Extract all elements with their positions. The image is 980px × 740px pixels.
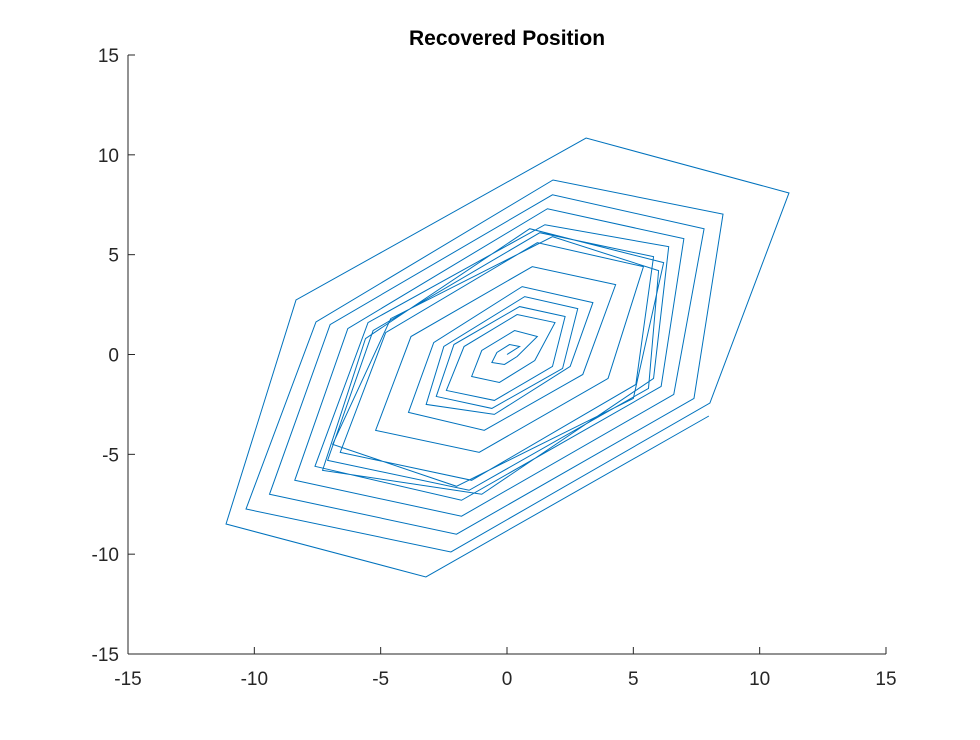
y-tick-label: -15 <box>92 645 119 666</box>
x-tick-label: 10 <box>749 669 770 690</box>
chart-title: Recovered Position <box>409 27 605 50</box>
data-line <box>225 137 790 578</box>
x-tick-label: 15 <box>875 669 896 690</box>
y-tick-label: 10 <box>98 146 119 167</box>
x-tick-label: -15 <box>114 669 141 690</box>
y-tick-label: 5 <box>108 246 119 267</box>
x-tick-label: 0 <box>502 669 513 690</box>
y-tick-label: -5 <box>102 445 119 466</box>
x-tick-label: -5 <box>372 669 389 690</box>
y-tick-label: 0 <box>108 346 119 367</box>
y-tick-label: -10 <box>92 545 119 566</box>
x-tick-label: -10 <box>241 669 268 690</box>
x-tick-label: 5 <box>628 669 639 690</box>
y-tick-label: 15 <box>98 46 119 67</box>
